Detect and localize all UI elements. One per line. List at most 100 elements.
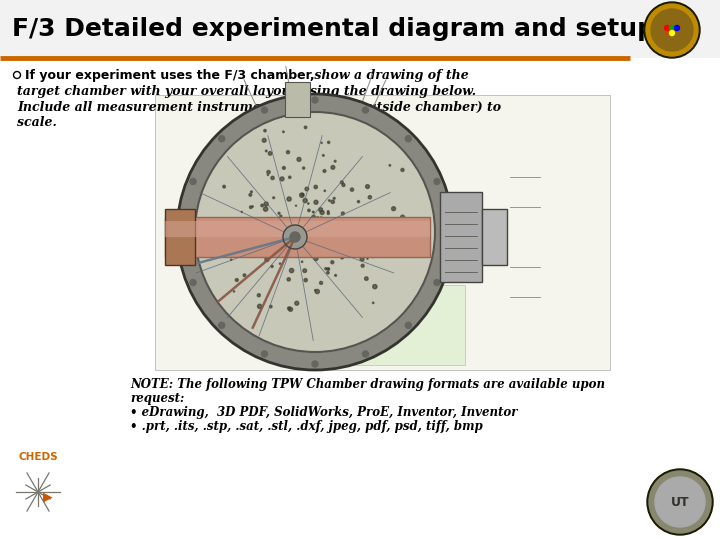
Circle shape bbox=[289, 176, 291, 178]
Circle shape bbox=[233, 291, 235, 292]
Circle shape bbox=[307, 203, 309, 204]
Circle shape bbox=[301, 251, 302, 253]
Circle shape bbox=[309, 231, 313, 234]
Circle shape bbox=[312, 225, 315, 228]
Circle shape bbox=[343, 254, 346, 256]
Circle shape bbox=[311, 234, 314, 237]
Circle shape bbox=[351, 188, 354, 191]
Circle shape bbox=[341, 221, 344, 225]
Circle shape bbox=[401, 168, 404, 172]
Circle shape bbox=[319, 208, 323, 212]
Circle shape bbox=[341, 255, 343, 259]
Circle shape bbox=[311, 235, 314, 238]
Circle shape bbox=[271, 176, 274, 180]
Circle shape bbox=[293, 225, 294, 226]
Circle shape bbox=[264, 202, 269, 206]
Circle shape bbox=[315, 289, 320, 294]
Circle shape bbox=[377, 238, 381, 242]
Circle shape bbox=[373, 219, 374, 221]
Circle shape bbox=[308, 236, 311, 239]
Text: request:: request: bbox=[130, 392, 184, 405]
Circle shape bbox=[336, 224, 338, 226]
Circle shape bbox=[405, 136, 411, 141]
Circle shape bbox=[264, 130, 266, 132]
Circle shape bbox=[307, 233, 310, 236]
Circle shape bbox=[307, 218, 310, 220]
Circle shape bbox=[335, 274, 336, 276]
Circle shape bbox=[392, 207, 395, 211]
Circle shape bbox=[315, 230, 320, 234]
Circle shape bbox=[362, 351, 369, 357]
Circle shape bbox=[333, 197, 335, 199]
Circle shape bbox=[322, 231, 323, 232]
Circle shape bbox=[372, 302, 374, 303]
Circle shape bbox=[287, 227, 290, 231]
Circle shape bbox=[280, 215, 282, 217]
Circle shape bbox=[368, 195, 372, 199]
Circle shape bbox=[405, 322, 411, 328]
Circle shape bbox=[328, 268, 330, 269]
Circle shape bbox=[320, 217, 323, 220]
Circle shape bbox=[262, 138, 266, 142]
Circle shape bbox=[219, 322, 225, 328]
Circle shape bbox=[266, 221, 267, 223]
Circle shape bbox=[312, 217, 314, 219]
Circle shape bbox=[295, 205, 297, 206]
Circle shape bbox=[312, 97, 318, 103]
Circle shape bbox=[325, 268, 327, 270]
Circle shape bbox=[369, 230, 370, 232]
Circle shape bbox=[328, 211, 329, 212]
Circle shape bbox=[249, 193, 252, 196]
Circle shape bbox=[328, 200, 330, 201]
Circle shape bbox=[286, 235, 287, 236]
Circle shape bbox=[314, 231, 316, 233]
Circle shape bbox=[289, 233, 290, 235]
Circle shape bbox=[318, 233, 320, 235]
Circle shape bbox=[287, 151, 289, 154]
Circle shape bbox=[331, 200, 334, 204]
Circle shape bbox=[292, 247, 293, 248]
Circle shape bbox=[346, 241, 348, 243]
Circle shape bbox=[279, 263, 281, 265]
Circle shape bbox=[319, 224, 321, 226]
Circle shape bbox=[413, 218, 415, 220]
Circle shape bbox=[373, 285, 377, 289]
Circle shape bbox=[319, 249, 321, 252]
Circle shape bbox=[308, 251, 312, 255]
Circle shape bbox=[320, 234, 323, 237]
Circle shape bbox=[317, 236, 320, 239]
Circle shape bbox=[261, 351, 268, 357]
Circle shape bbox=[316, 219, 320, 223]
Circle shape bbox=[289, 233, 292, 237]
Circle shape bbox=[302, 261, 303, 262]
Circle shape bbox=[195, 112, 435, 352]
Circle shape bbox=[372, 254, 374, 258]
Circle shape bbox=[309, 228, 312, 232]
Circle shape bbox=[297, 238, 299, 240]
Circle shape bbox=[320, 234, 323, 237]
Circle shape bbox=[305, 226, 307, 228]
Circle shape bbox=[289, 238, 292, 240]
Circle shape bbox=[295, 239, 299, 242]
Circle shape bbox=[319, 208, 323, 212]
Circle shape bbox=[243, 274, 246, 276]
Circle shape bbox=[289, 238, 292, 240]
Circle shape bbox=[222, 185, 225, 188]
Circle shape bbox=[323, 226, 325, 228]
Circle shape bbox=[360, 257, 364, 261]
Circle shape bbox=[323, 154, 324, 156]
Circle shape bbox=[327, 272, 329, 274]
Circle shape bbox=[284, 232, 287, 236]
Circle shape bbox=[364, 277, 368, 280]
Circle shape bbox=[348, 222, 350, 223]
Circle shape bbox=[239, 251, 242, 254]
Circle shape bbox=[307, 203, 309, 204]
Circle shape bbox=[252, 206, 253, 207]
Circle shape bbox=[314, 231, 318, 234]
Circle shape bbox=[361, 264, 364, 267]
Circle shape bbox=[328, 141, 330, 144]
Circle shape bbox=[313, 229, 315, 230]
Circle shape bbox=[342, 184, 345, 186]
Circle shape bbox=[230, 259, 232, 260]
Circle shape bbox=[280, 215, 282, 217]
